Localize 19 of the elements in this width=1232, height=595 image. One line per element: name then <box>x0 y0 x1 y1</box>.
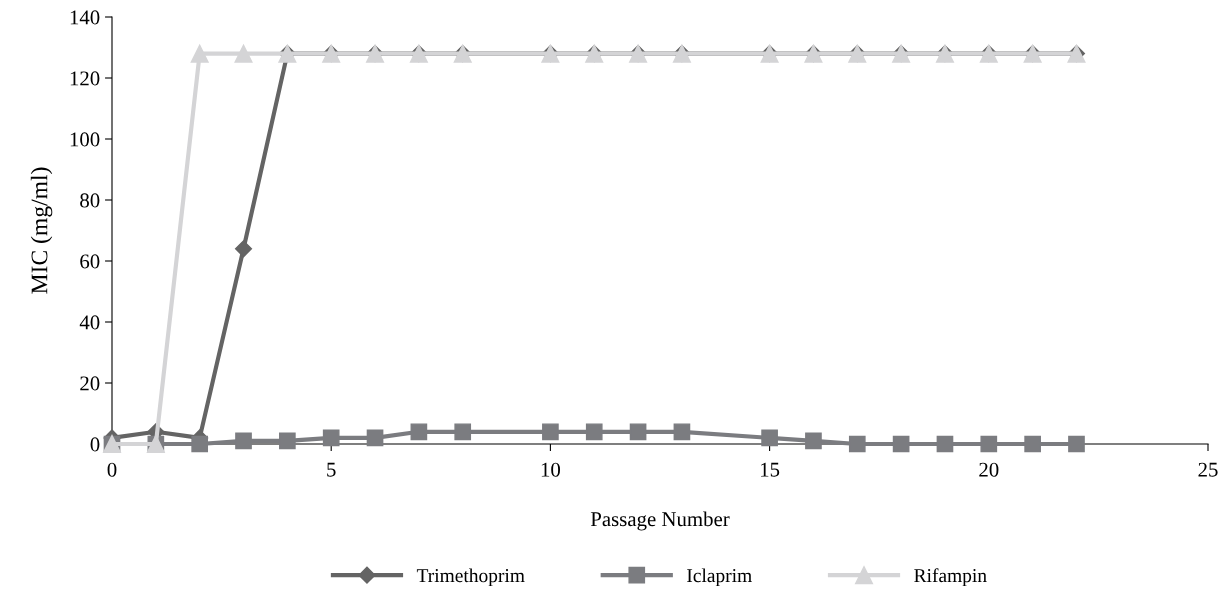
y-tick-label: 140 <box>70 10 100 25</box>
x-tick-label: 20 <box>979 462 999 477</box>
y-tick-label: 0 <box>90 437 100 452</box>
legend-label: Trimethoprim <box>416 568 525 587</box>
x-tick-label: 15 <box>761 462 780 477</box>
y-tick-label: 20 <box>80 376 100 391</box>
x-tick-label: 10 <box>541 462 561 477</box>
x-tick-label: 0 <box>107 462 117 477</box>
x-tick-label: 5 <box>327 462 336 477</box>
y-tick-label: 80 <box>80 193 100 208</box>
x-tick-label: 25 <box>1198 462 1218 477</box>
y-axis-title: MIC (mg/ml) <box>30 167 53 294</box>
y-tick-label: 60 <box>80 254 100 269</box>
x-axis-title: Passage Number <box>590 511 730 531</box>
y-tick-label: 40 <box>79 315 100 330</box>
legend-label: Iclaprim <box>687 568 752 587</box>
y-tick-label: 100 <box>70 132 100 147</box>
y-tick-label: 120 <box>70 71 100 86</box>
legend-label: Rifampin <box>914 568 987 587</box>
